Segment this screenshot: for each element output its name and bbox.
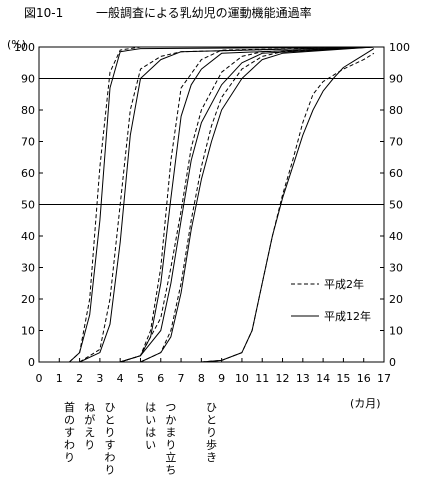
x-tick-label: 11 xyxy=(255,372,269,385)
milestone-label-5: ひとり歩き xyxy=(206,401,217,464)
milestone-label-4: つかまり立ち xyxy=(165,401,176,477)
x-tick-label: 7 xyxy=(178,372,185,385)
y-tick-label-right: 0 xyxy=(389,356,396,369)
x-axis-unit: (カ月) xyxy=(350,397,381,410)
series-line-h12-11 xyxy=(201,48,375,363)
x-tick-label: 6 xyxy=(157,372,164,385)
y-tick-label-left: 30 xyxy=(21,262,35,275)
y-tick-label-left: 0 xyxy=(28,356,35,369)
chart-title: 一般調査による乳幼児の運動機能通過率 xyxy=(96,5,312,20)
x-tick-label: 15 xyxy=(336,372,350,385)
x-tick-label: 9 xyxy=(218,372,225,385)
legend-label-1: 平成12年 xyxy=(324,309,371,323)
x-tick-label: 17 xyxy=(377,372,391,385)
y-tick-label-left: 10 xyxy=(21,325,35,338)
y-tick-label-right: 20 xyxy=(389,293,403,306)
x-tick-label: 10 xyxy=(235,372,249,385)
x-tick-label: 14 xyxy=(316,372,330,385)
x-tick-label: 0 xyxy=(36,372,43,385)
y-axis-unit: (%) xyxy=(7,38,26,51)
y-tick-label-left: 100 xyxy=(14,41,35,54)
y-tick-label-right: 30 xyxy=(389,262,403,275)
series-line-h12-1 xyxy=(69,46,374,363)
series-line-h12-3 xyxy=(79,46,374,363)
milestone-label-1: ねがえり xyxy=(84,401,95,452)
series-line-h12-9 xyxy=(140,46,374,363)
series-line-h2-6 xyxy=(120,46,374,363)
milestone-label-0: 首のすわり xyxy=(64,400,75,464)
y-tick-label-right: 50 xyxy=(389,199,403,212)
y-tick-label-right: 100 xyxy=(389,41,410,54)
milestone-label-2: ひとりすわり xyxy=(105,401,116,477)
y-tick-label-right: 70 xyxy=(389,136,403,149)
series-line-h2-2 xyxy=(79,46,374,363)
y-tick-label-left: 70 xyxy=(21,136,35,149)
y-tick-label-right: 40 xyxy=(389,230,403,243)
x-tick-label: 13 xyxy=(296,372,310,385)
y-tick-label-right: 90 xyxy=(389,73,403,86)
y-tick-label-right: 60 xyxy=(389,167,403,180)
y-tick-label-right: 10 xyxy=(389,325,403,338)
milestone-label-3: はいはい xyxy=(145,401,156,452)
x-tick-label: 3 xyxy=(96,372,103,385)
y-tick-label-left: 20 xyxy=(21,293,35,306)
x-tick-label: 8 xyxy=(198,372,205,385)
series-line-h12-7 xyxy=(120,46,374,363)
y-tick-label-left: 80 xyxy=(21,104,35,117)
x-tick-label: 1 xyxy=(56,372,63,385)
y-tick-label-left: 90 xyxy=(21,73,35,86)
x-tick-label: 2 xyxy=(76,372,83,385)
x-tick-label: 12 xyxy=(276,372,290,385)
series-line-h12-5 xyxy=(120,46,374,363)
x-tick-label: 5 xyxy=(137,372,144,385)
x-tick-label: 4 xyxy=(117,372,124,385)
series-line-h2-8 xyxy=(140,46,374,363)
figure-label: 図10-1 xyxy=(24,6,63,20)
y-tick-label-left: 60 xyxy=(21,167,35,180)
y-tick-label-left: 50 xyxy=(21,199,35,212)
y-tick-label-right: 80 xyxy=(389,104,403,117)
y-tick-label-left: 40 xyxy=(21,230,35,243)
series-line-h2-0 xyxy=(69,46,374,363)
x-tick-label: 16 xyxy=(357,372,371,385)
legend-label-0: 平成2年 xyxy=(324,277,364,291)
